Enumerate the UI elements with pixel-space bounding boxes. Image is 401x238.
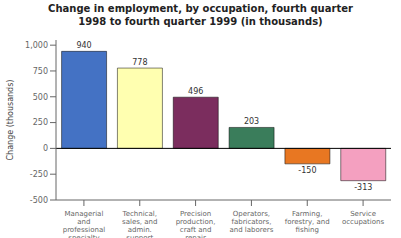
svg-text:-500: -500 — [30, 196, 48, 205]
svg-text:500: 500 — [33, 93, 48, 102]
svg-text:-313: -313 — [354, 183, 372, 192]
html-text:Change in employment, by occup: Change in employment, by occupation, fou… — [48, 3, 353, 14]
svg-text:750: 750 — [33, 67, 48, 76]
svg-text:Farming,forestry, andfishing: Farming,forestry, andfishing — [285, 210, 330, 234]
svg-text:1,000: 1,000 — [25, 41, 48, 50]
svg-text:250: 250 — [33, 118, 48, 127]
svg-text:940: 940 — [76, 41, 91, 50]
svg-text:-250: -250 — [30, 170, 48, 179]
svg-text:Change (thousands): Change (thousands) — [6, 80, 15, 161]
svg-text:Technical,sales, andadmin.supp: Technical,sales, andadmin.support — [122, 210, 158, 238]
svg-text:Precisionproduction,craft andr: Precisionproduction,craft andrepair — [176, 210, 216, 238]
svg-text:778: 778 — [132, 58, 147, 67]
svg-text:0: 0 — [43, 144, 48, 153]
svg-text:Managerialandprofessionalspeci: Managerialandprofessionalspecialty — [63, 210, 105, 238]
svg-text:Operators,fabricators,and labo: Operators,fabricators,and laborers — [229, 210, 273, 234]
svg-text:Serviceoccupations: Serviceoccupations — [342, 210, 385, 226]
html-text:1998 to fourth quarter 1999 (i: 1998 to fourth quarter 1999 (in thousand… — [78, 16, 323, 27]
svg-text:203: 203 — [244, 117, 259, 126]
svg-text:496: 496 — [188, 87, 203, 96]
svg-text:-150: -150 — [298, 166, 316, 175]
